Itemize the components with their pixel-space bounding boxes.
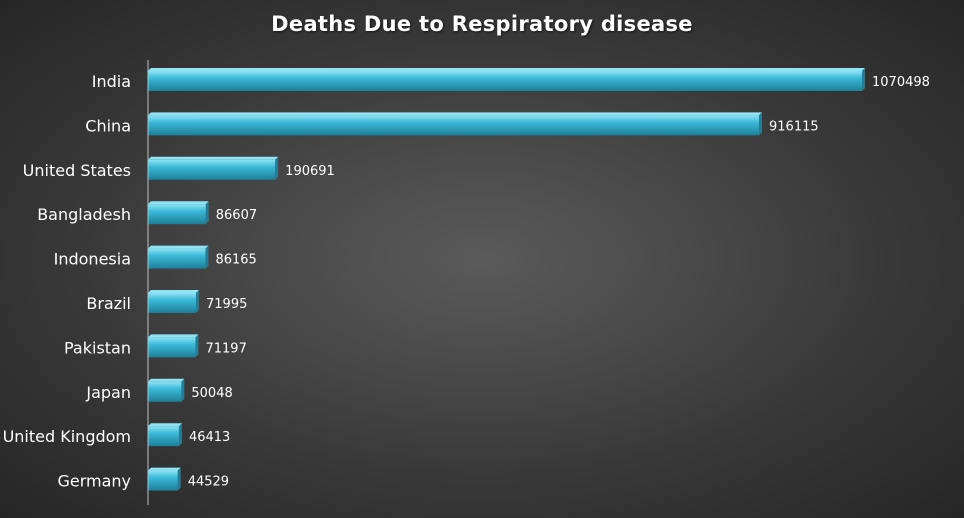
bar-side-face (178, 423, 182, 447)
data-label: 46413 (189, 430, 230, 445)
category-label: Japan (85, 383, 131, 402)
bar-top-face (148, 68, 865, 71)
bar-top-face (148, 423, 182, 427)
category-label: United Kingdom (3, 427, 131, 446)
bar (148, 290, 200, 313)
bar-side-face (862, 68, 865, 91)
category-label: United States (23, 161, 131, 180)
data-label: 86165 (215, 253, 256, 268)
bar-front-face (148, 204, 206, 225)
bar-side-face (196, 290, 200, 313)
bar-top-face (148, 378, 185, 382)
bar-front-face (148, 426, 179, 447)
bar-front-face (148, 470, 178, 491)
bar-front-face (148, 248, 206, 269)
bar (148, 245, 209, 269)
bars-layer: India 1070498 China 916115 United States 1906… (3, 68, 930, 491)
category-label: Pakistan (64, 338, 131, 357)
category-label: Germany (57, 472, 131, 491)
bar-top-face (148, 290, 200, 293)
bar-side-face (205, 245, 209, 269)
bar-top-face (148, 112, 763, 116)
bar (148, 156, 279, 180)
bar-side-face (275, 156, 279, 180)
bar-top-face (148, 334, 199, 338)
bar (148, 378, 185, 402)
data-label: 1070498 (872, 75, 930, 90)
category-label: India (92, 72, 131, 91)
bar (148, 423, 182, 447)
bar (148, 201, 209, 225)
bar (148, 112, 763, 136)
data-label: 190691 (285, 164, 335, 179)
category-label: Indonesia (54, 250, 131, 269)
category-label: Bangladesh (37, 205, 131, 224)
bar (148, 467, 181, 491)
bar-front-face (148, 159, 276, 180)
bar-front-face (148, 381, 182, 402)
bar-top-face (148, 201, 209, 205)
data-label: 916115 (769, 119, 819, 134)
category-label: China (85, 116, 131, 135)
bar-side-face (205, 201, 209, 225)
chart-title: Deaths Due to Respiratory disease (271, 12, 693, 36)
data-label: 44529 (188, 475, 229, 490)
bar-front-face (148, 115, 760, 136)
bar-side-face (181, 378, 185, 402)
data-label: 71197 (205, 341, 246, 356)
bar-front-face (148, 293, 197, 313)
bar-side-face (759, 112, 763, 136)
data-label: 50048 (191, 386, 232, 401)
bar-front-face (148, 337, 196, 358)
bar-top-face (148, 156, 279, 160)
data-label: 86607 (216, 208, 257, 223)
bar-front-face (148, 71, 862, 91)
bar (148, 334, 199, 358)
bar-top-face (148, 245, 209, 249)
bar-side-face (195, 334, 199, 358)
category-label: Brazil (86, 294, 131, 313)
data-label: 71995 (206, 297, 247, 312)
bar-top-face (148, 467, 181, 471)
bar (148, 68, 865, 91)
bar-side-face (177, 467, 181, 491)
